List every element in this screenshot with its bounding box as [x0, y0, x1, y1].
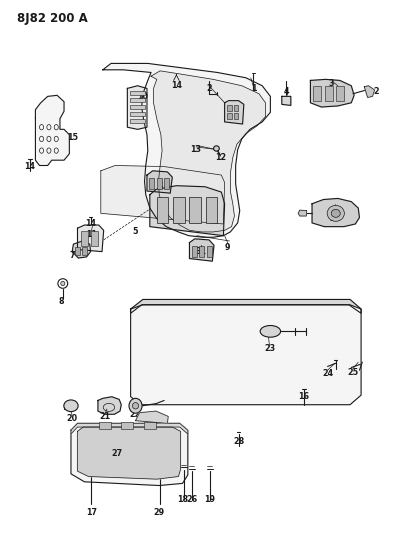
Ellipse shape — [330, 209, 339, 217]
Bar — [227, 106, 231, 111]
Polygon shape — [224, 101, 243, 124]
Bar — [156, 178, 161, 189]
Bar — [189, 197, 200, 223]
Polygon shape — [35, 95, 69, 165]
Text: 1: 1 — [251, 84, 256, 93]
Polygon shape — [151, 71, 265, 232]
Polygon shape — [310, 79, 353, 107]
Polygon shape — [149, 185, 224, 236]
Bar — [173, 197, 184, 223]
Polygon shape — [127, 86, 146, 130]
Bar — [81, 231, 88, 246]
Bar — [312, 86, 321, 101]
Text: 18: 18 — [177, 495, 188, 504]
Text: 29: 29 — [153, 507, 164, 516]
Bar — [121, 422, 133, 429]
Bar — [130, 119, 144, 123]
Bar — [130, 105, 144, 109]
Polygon shape — [103, 63, 270, 237]
Text: 4: 4 — [283, 86, 289, 95]
Text: 11: 11 — [86, 230, 97, 239]
Text: 7: 7 — [69, 252, 75, 260]
Polygon shape — [71, 423, 187, 486]
Bar — [99, 422, 111, 429]
Bar — [324, 86, 332, 101]
Text: 20: 20 — [67, 414, 78, 423]
Text: 3: 3 — [328, 78, 334, 87]
Bar — [81, 247, 86, 255]
Polygon shape — [189, 239, 213, 261]
Ellipse shape — [260, 326, 280, 337]
Ellipse shape — [64, 400, 78, 411]
Text: 24: 24 — [321, 369, 333, 378]
Polygon shape — [101, 165, 224, 224]
Polygon shape — [71, 423, 187, 434]
Bar — [199, 246, 204, 257]
Text: 15: 15 — [67, 133, 78, 142]
Text: 2: 2 — [206, 84, 211, 93]
Ellipse shape — [132, 402, 138, 409]
Bar — [130, 91, 144, 95]
Text: 25: 25 — [346, 368, 357, 377]
Text: 2: 2 — [373, 86, 378, 95]
Bar — [205, 197, 217, 223]
Bar — [335, 86, 344, 101]
Polygon shape — [77, 427, 180, 479]
Text: 21: 21 — [99, 412, 110, 421]
Text: 26: 26 — [186, 495, 197, 504]
Bar — [75, 247, 80, 255]
Text: 19: 19 — [204, 495, 215, 504]
Text: 16: 16 — [298, 392, 309, 401]
Text: 10: 10 — [137, 92, 148, 101]
Polygon shape — [77, 225, 103, 252]
Polygon shape — [146, 171, 172, 193]
Ellipse shape — [61, 281, 65, 286]
Polygon shape — [130, 300, 360, 313]
Bar — [191, 246, 196, 257]
Text: 22: 22 — [129, 410, 140, 419]
Ellipse shape — [213, 146, 219, 151]
Text: 30: 30 — [329, 214, 339, 223]
Polygon shape — [311, 198, 359, 227]
Ellipse shape — [129, 398, 142, 413]
Bar — [130, 112, 144, 116]
Polygon shape — [364, 86, 374, 98]
Polygon shape — [281, 96, 290, 106]
Bar — [233, 106, 237, 111]
Text: 12: 12 — [214, 153, 225, 162]
Text: 13: 13 — [190, 145, 201, 154]
Polygon shape — [72, 241, 90, 258]
Polygon shape — [98, 397, 121, 414]
Bar — [227, 114, 231, 119]
Polygon shape — [297, 210, 306, 216]
Text: 28: 28 — [232, 438, 243, 447]
Text: 27: 27 — [111, 449, 122, 458]
Bar — [149, 178, 154, 189]
Text: 5: 5 — [133, 228, 138, 237]
Bar — [90, 231, 98, 246]
Polygon shape — [135, 411, 168, 423]
Text: 6: 6 — [157, 182, 162, 191]
Text: 23: 23 — [263, 344, 274, 353]
Text: 31: 31 — [195, 247, 206, 256]
Ellipse shape — [326, 205, 344, 221]
Text: 17: 17 — [86, 507, 97, 516]
Bar — [233, 114, 237, 119]
Text: 8: 8 — [58, 296, 64, 305]
Text: 14: 14 — [25, 162, 36, 171]
Text: 8J82 200 A: 8J82 200 A — [17, 12, 88, 26]
Polygon shape — [130, 305, 360, 405]
Bar — [144, 422, 155, 429]
Bar — [130, 98, 144, 102]
Text: 14: 14 — [85, 220, 96, 229]
Text: 9: 9 — [224, 244, 230, 253]
Bar — [156, 197, 168, 223]
Bar — [164, 178, 169, 189]
Text: 14: 14 — [171, 81, 182, 90]
Bar — [206, 246, 211, 257]
